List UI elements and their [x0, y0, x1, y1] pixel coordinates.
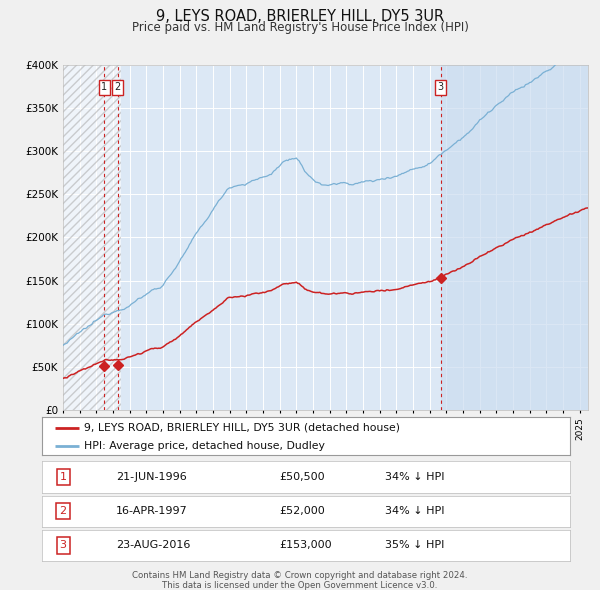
Text: 23-AUG-2016: 23-AUG-2016 — [116, 540, 190, 550]
Bar — [440, 65, 588, 410]
Text: 3: 3 — [59, 540, 67, 550]
Text: 3: 3 — [437, 83, 443, 92]
Text: £52,000: £52,000 — [280, 506, 325, 516]
Text: 1: 1 — [101, 83, 107, 92]
Text: Price paid vs. HM Land Registry's House Price Index (HPI): Price paid vs. HM Land Registry's House … — [131, 21, 469, 34]
Text: 1: 1 — [59, 472, 67, 482]
Text: £50,500: £50,500 — [280, 472, 325, 482]
Text: 2: 2 — [59, 506, 67, 516]
Text: 2: 2 — [115, 83, 121, 92]
Text: £153,000: £153,000 — [280, 540, 332, 550]
Text: 9, LEYS ROAD, BRIERLEY HILL, DY5 3UR (detached house): 9, LEYS ROAD, BRIERLEY HILL, DY5 3UR (de… — [84, 423, 400, 433]
Text: 35% ↓ HPI: 35% ↓ HPI — [385, 540, 445, 550]
Text: 34% ↓ HPI: 34% ↓ HPI — [385, 506, 445, 516]
Bar — [63, 65, 121, 410]
Text: 9, LEYS ROAD, BRIERLEY HILL, DY5 3UR: 9, LEYS ROAD, BRIERLEY HILL, DY5 3UR — [156, 9, 444, 24]
Text: This data is licensed under the Open Government Licence v3.0.: This data is licensed under the Open Gov… — [163, 581, 437, 590]
Text: HPI: Average price, detached house, Dudley: HPI: Average price, detached house, Dudl… — [84, 441, 325, 451]
Text: 34% ↓ HPI: 34% ↓ HPI — [385, 472, 445, 482]
Text: Contains HM Land Registry data © Crown copyright and database right 2024.: Contains HM Land Registry data © Crown c… — [132, 571, 468, 580]
Text: 21-JUN-1996: 21-JUN-1996 — [116, 472, 187, 482]
Text: 16-APR-1997: 16-APR-1997 — [116, 506, 188, 516]
